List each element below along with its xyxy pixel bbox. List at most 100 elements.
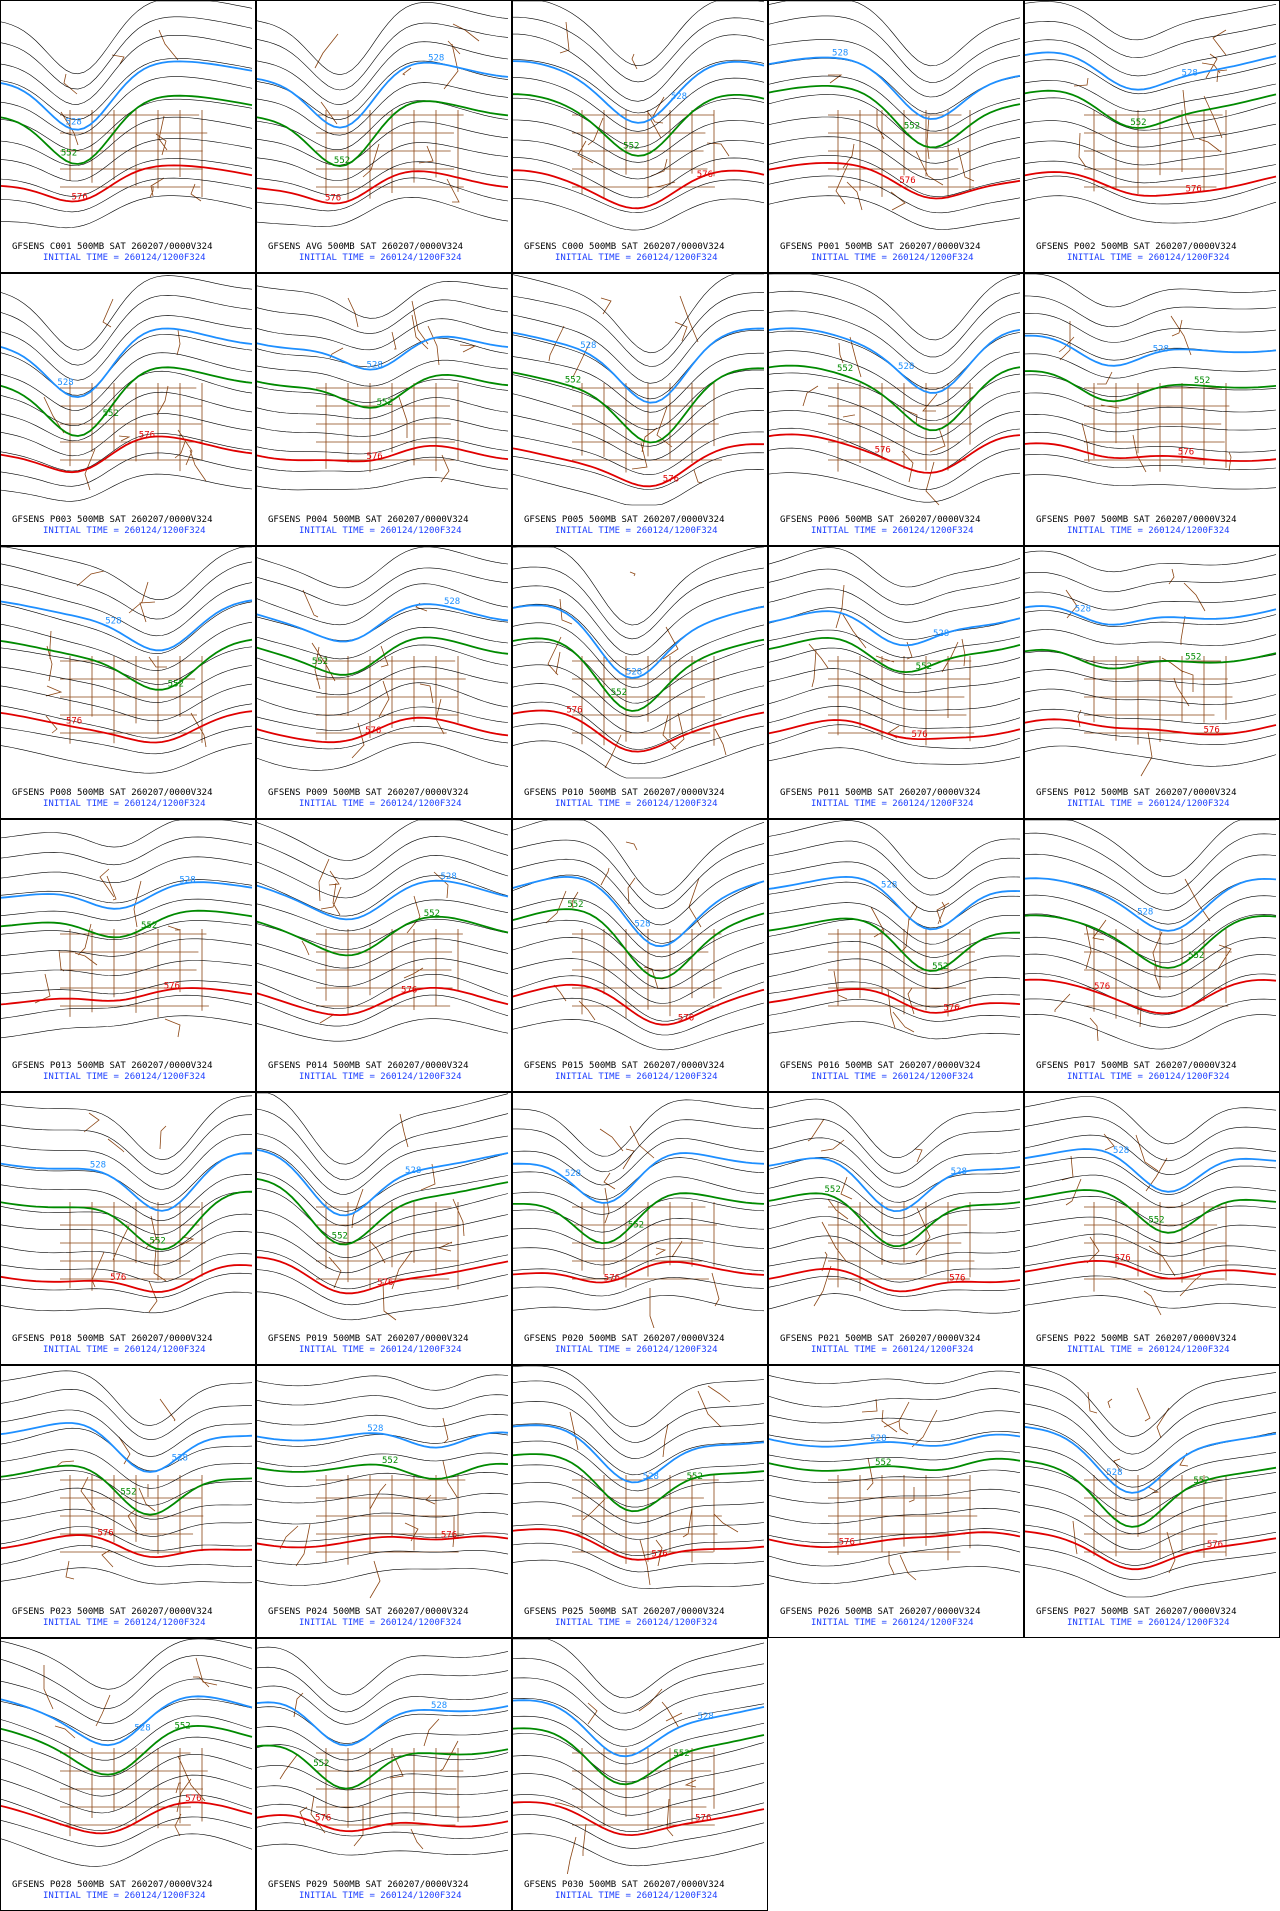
contour-line [255,742,509,771]
label-background [256,1601,512,1638]
contour-label: 552 [332,1232,348,1242]
contour-line [511,1176,765,1215]
contour-line [1024,819,1276,878]
contour-line [255,1374,509,1391]
contour-line [1023,1216,1277,1244]
contour-line [0,1152,253,1212]
contour-line [255,958,509,987]
panel-border [1024,546,1280,819]
contour-line [1023,1425,1277,1494]
contour-label: 552 [673,1749,689,1759]
contour-line [255,938,509,969]
contour-label: 552 [141,921,157,931]
contour-line [512,93,765,157]
contour-line [1023,334,1277,367]
contour-line [1023,1445,1277,1501]
contour-label: 528 [832,49,848,59]
contour-line [0,1134,252,1190]
map-panel: 528 552 576 GFSENS P022 500MB SAT 260207/00… [1023,1092,1280,1365]
contour-line [1023,1096,1277,1145]
contour-label: 528 [90,1161,106,1171]
contour-label: 576 [943,1003,959,1013]
map-panel: 528 552 576 GFSENS P021 500MB SAT 260207/00… [767,1092,1024,1365]
panel-border [512,819,768,1092]
contour-line [1023,1295,1277,1309]
initial-time: INITIAL TIME = 260124/1200F324 [1067,1618,1230,1628]
panel-border [1024,1092,1280,1365]
label-background [512,1328,768,1365]
contour-line [511,468,765,506]
contour-label: 576 [66,716,82,726]
label-background [0,236,256,273]
contour-line [511,431,765,476]
initial-time: INITIAL TIME = 260124/1200F324 [299,1072,462,1082]
contour-line [0,1264,253,1293]
contour-line [0,1508,253,1537]
contour-line [512,1119,765,1173]
contour-line [255,1187,509,1243]
initial-time: INITIAL TIME = 260124/1200F324 [555,526,718,536]
contour-line [0,1190,253,1251]
coastline [1058,315,1232,473]
contour-line [767,820,1021,880]
panel-title: GFSENS P019 500MB SAT 260207/0000V324 [268,1334,468,1344]
contour-line [1023,1484,1277,1535]
contour-line [0,334,253,396]
contour-line [767,0,1021,67]
contour-line [255,280,509,319]
contour-line [767,1177,1021,1219]
contour-line [255,1666,509,1713]
panel-title: GFSENS P024 500MB SAT 260207/0000V324 [268,1607,468,1617]
contour-line [0,683,253,722]
contour-line [767,1488,1021,1504]
contour-line [0,58,253,121]
contour-line [767,116,1021,164]
contour-line [255,337,509,368]
contour-line [1023,1259,1277,1280]
contour-line [255,706,509,731]
contour-label: 552 [687,1472,703,1482]
contour-label: 528 [179,875,195,885]
panel-title: GFSENS P030 500MB SAT 260207/0000V324 [524,1880,724,1890]
contour-label: 552 [1194,376,1210,386]
contour-line [511,604,765,679]
label-background [1024,236,1280,273]
contour-line [1023,171,1277,197]
contour-line [512,157,765,199]
contour-label: 552 [932,962,948,972]
contour-line [1023,454,1277,470]
contour-line [767,310,1021,374]
contour-line [0,725,253,755]
contour-line [0,1655,253,1710]
panel-border [256,546,512,819]
contour-line [0,703,253,739]
contour-line [0,366,253,437]
contour-line [511,1295,765,1312]
initial-time: INITIAL TIME = 260124/1200F324 [299,799,462,809]
initial-time: INITIAL TIME = 260124/1200F324 [43,799,206,809]
contour-line [0,1567,253,1585]
label-background [512,509,768,546]
contour-line [767,155,1021,197]
panel-border [0,0,256,273]
contour-line [511,1277,765,1297]
label-background [512,236,768,273]
initial-time: INITIAL TIME = 260124/1200F324 [299,253,462,263]
panel-title: GFSENS P028 500MB SAT 260207/0000V324 [12,1880,212,1890]
map-panel: 528 552 576 GFSENS P005 500MB SAT 260207/00… [511,273,768,546]
map-panel: 528 552 576 GFSENS P011 500MB SAT 260207/00… [767,546,1024,819]
panel-border [512,1365,768,1638]
contour-line [767,629,1021,659]
panel-border [256,1365,512,1638]
contour-line [767,1528,1021,1543]
initial-time: INITIAL TIME = 260124/1200F324 [43,1072,206,1082]
contour-line [255,915,509,957]
contour-line [1023,140,1277,166]
label-background [1024,782,1280,819]
contour-line [255,1452,509,1467]
coastline [1073,29,1228,195]
panel-border [256,1638,512,1911]
initial-time: INITIAL TIME = 260124/1200F324 [1067,1072,1230,1082]
contour-line [767,364,1021,432]
contour-line [767,1457,1021,1472]
